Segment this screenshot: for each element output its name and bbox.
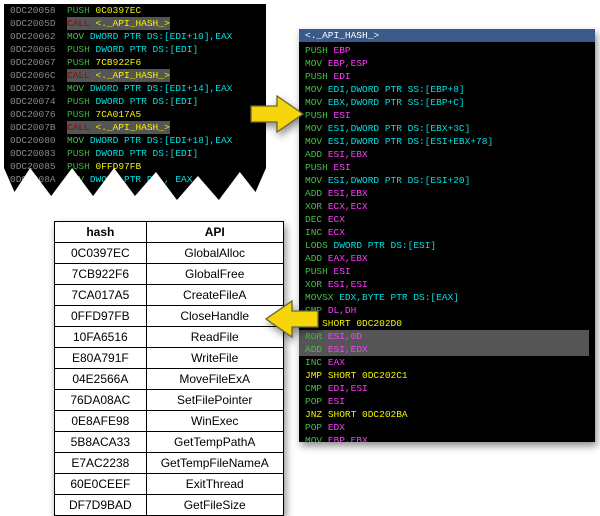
table-row: DF7D9BADGetFileSize bbox=[55, 495, 284, 516]
table-row: 0C0397ECGlobalAlloc bbox=[55, 243, 284, 264]
table-row: E80A791FWriteFile bbox=[55, 348, 284, 369]
col-hash: hash bbox=[55, 222, 147, 243]
table-row: 04E2566AMoveFileExA bbox=[55, 369, 284, 390]
table-row: 5B8ACA33GetTempPathA bbox=[55, 432, 284, 453]
table-row: 0E8AFE98WinExec bbox=[55, 411, 284, 432]
table-row: 0FFD97FBCloseHandle bbox=[55, 306, 284, 327]
arrow-icon bbox=[262, 295, 322, 343]
table-row: 7CA017A5CreateFileA bbox=[55, 285, 284, 306]
table-row: 60E0CEEFExitThread bbox=[55, 474, 284, 495]
hash-api-table: hashAPI0C0397ECGlobalAlloc7CB922F6Global… bbox=[54, 221, 284, 516]
table-row: 10FA6516ReadFile bbox=[55, 327, 284, 348]
table-row: E7AC2238GetTempFileNameA bbox=[55, 453, 284, 474]
table-row: 7CB922F6GlobalFree bbox=[55, 264, 284, 285]
function-label: <._API_HASH_> bbox=[299, 29, 595, 42]
table-row: 76DA08ACSetFilePointer bbox=[55, 390, 284, 411]
arrow-icon bbox=[247, 90, 307, 138]
col-api: API bbox=[146, 222, 283, 243]
disasm-panel-right: <._API_HASH_>PUSH EBPMOV EBP,ESPPUSH EDI… bbox=[299, 29, 595, 442]
disasm-panel-left: 0DC20058 PUSH 0C0397EC0DC2005D CALL <._A… bbox=[4, 4, 266, 204]
